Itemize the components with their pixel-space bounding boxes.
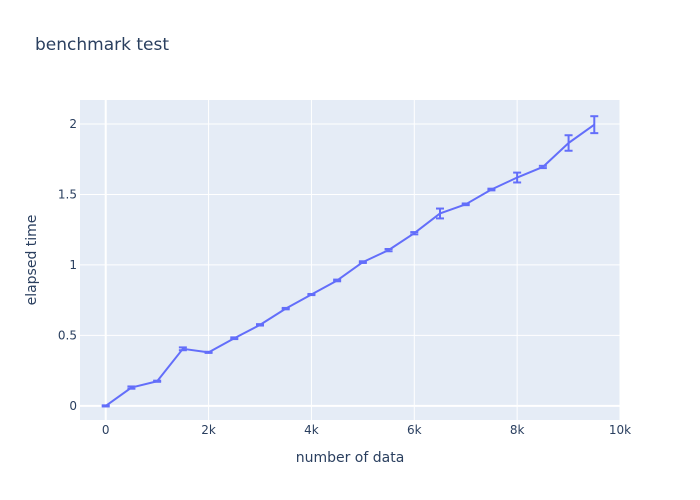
error-bar bbox=[487, 187, 496, 192]
x-tick-label: 0 bbox=[102, 423, 110, 437]
y-tick-label: 1 bbox=[69, 258, 77, 272]
y-tick-label: 0.5 bbox=[58, 328, 77, 342]
error-bar bbox=[333, 278, 342, 283]
error-bar bbox=[281, 306, 290, 311]
error-bar bbox=[564, 134, 573, 152]
error-bar bbox=[127, 385, 136, 390]
error-bar bbox=[538, 164, 547, 170]
error-bar bbox=[590, 115, 599, 135]
error-bar bbox=[101, 404, 110, 408]
series-layer bbox=[101, 115, 599, 408]
error-bar bbox=[513, 171, 522, 184]
error-bar bbox=[307, 292, 316, 297]
error-bar bbox=[153, 379, 162, 383]
error-bar bbox=[256, 323, 264, 327]
error-bar bbox=[410, 231, 419, 236]
error-bar bbox=[384, 248, 393, 253]
error-bar bbox=[178, 346, 187, 352]
error-bar bbox=[358, 260, 367, 264]
y-axis-title: elapsed time bbox=[24, 215, 40, 306]
y-tick-label: 1.5 bbox=[58, 187, 77, 201]
error-bar bbox=[461, 202, 470, 207]
x-axis-title: number of data bbox=[296, 450, 405, 466]
error-bar bbox=[436, 207, 444, 220]
gridlines bbox=[80, 100, 621, 420]
error-bar bbox=[230, 336, 239, 341]
x-tick-label: 4k bbox=[304, 423, 319, 437]
y-tick-label: 2 bbox=[69, 117, 77, 131]
x-tick-label: 6k bbox=[407, 423, 422, 437]
chart-title: benchmark test bbox=[35, 35, 169, 55]
plot-area bbox=[80, 100, 620, 420]
error-bar bbox=[204, 350, 213, 354]
x-axis-ticks: 0 2k 4k 6k 8k 10k bbox=[102, 423, 631, 437]
y-tick-label: 0 bbox=[69, 399, 77, 413]
series-line bbox=[105, 123, 595, 407]
y-axis-ticks: 0 0.5 1 1.5 2 bbox=[58, 117, 77, 413]
x-tick-label: 2k bbox=[201, 423, 216, 437]
x-tick-label: 8k bbox=[510, 423, 525, 437]
x-tick-label: 10k bbox=[609, 423, 631, 437]
